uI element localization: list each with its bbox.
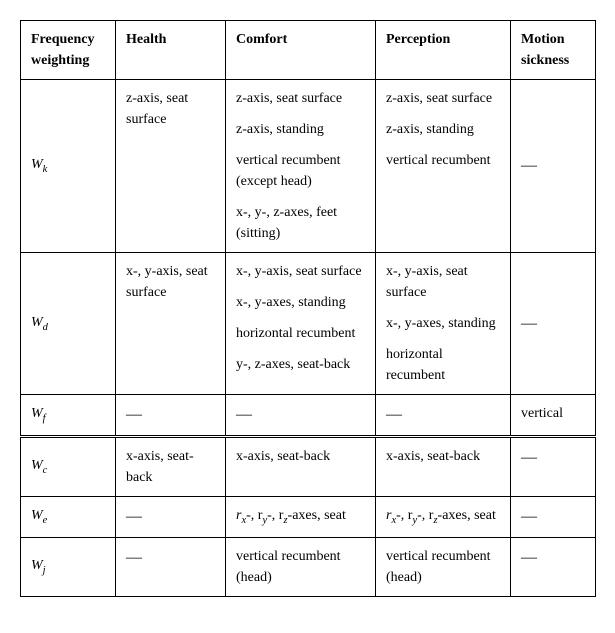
symbol-sub: c: [43, 465, 48, 476]
symbol-sub: e: [43, 515, 48, 526]
weighting-label-wj: Wj: [21, 538, 116, 597]
cell-text: —: [521, 449, 537, 466]
symbol-main: W: [31, 558, 43, 573]
wj-perception: vertical recumbent (head): [376, 538, 511, 597]
wj-health: —: [116, 538, 226, 597]
table-header-row: Frequency weighting Health Comfort Perce…: [21, 21, 596, 80]
symbol-main: W: [31, 315, 43, 330]
wc-health: x-axis, seat-back: [116, 437, 226, 497]
cell-text: x-, y-axes, standing: [236, 292, 365, 313]
wj-comfort: vertical recumbent (head): [226, 538, 376, 597]
wc-motion: —: [511, 437, 596, 497]
wd-motion: —: [511, 253, 596, 395]
wf-comfort: —: [226, 395, 376, 437]
symbol-main: W: [31, 406, 43, 421]
weighting-label-wf: Wf: [21, 395, 116, 437]
symbol-sub: j: [43, 565, 46, 576]
cell-text: x-, y-axis, seat surface: [126, 261, 215, 303]
weighting-label-wk: Wk: [21, 80, 116, 253]
table-row: Wf — — — vertical: [21, 395, 596, 437]
cell-text: x-axis, seat-back: [126, 449, 194, 485]
cell-text: vertical recumbent: [386, 150, 500, 171]
header-health: Health: [116, 21, 226, 80]
cell-text: x-, y-axis, seat surface: [236, 261, 365, 282]
cell-text: -axes, seat: [288, 508, 346, 523]
cell-text: horizontal recumbent: [236, 323, 365, 344]
cell-text: -axes, seat: [438, 508, 496, 523]
cell-text: vertical recumbent (head): [386, 549, 491, 585]
cell-text: -, r: [396, 508, 412, 523]
table-row: Wc x-axis, seat-back x-axis, seat-back x…: [21, 437, 596, 497]
cell-text: x-, y-, z-axes, feet (sitting): [236, 202, 365, 244]
cell-text: —: [521, 549, 537, 566]
symbol-sub: k: [43, 164, 48, 175]
cell-text: x-, y-axes, standing: [386, 313, 500, 334]
table-row: We — rx-, ry-, rz-axes, seat rx-, ry-, r…: [21, 497, 596, 538]
cell-text: —: [521, 157, 537, 174]
wd-perception: x-, y-axis, seat surface x-, y-axes, sta…: [376, 253, 511, 395]
cell-text: z-axis, seat surface: [386, 88, 500, 109]
we-perception: rx-, ry-, rz-axes, seat: [376, 497, 511, 538]
wk-comfort: z-axis, seat surface z-axis, standing ve…: [226, 80, 376, 253]
cell-text: x-axis, seat-back: [386, 449, 480, 464]
frequency-weighting-table: Frequency weighting Health Comfort Perce…: [20, 20, 596, 597]
symbol-main: W: [31, 458, 43, 473]
cell-text: —: [236, 406, 252, 423]
table-row: Wd x-, y-axis, seat surface x-, y-axis, …: [21, 253, 596, 395]
cell-text: x-axis, seat-back: [236, 449, 330, 464]
cell-text: —: [521, 315, 537, 332]
header-comfort: Comfort: [226, 21, 376, 80]
cell-text: y-, z-axes, seat-back: [236, 354, 365, 375]
wf-perception: —: [376, 395, 511, 437]
cell-text: x-, y-axis, seat surface: [386, 261, 500, 303]
wd-comfort: x-, y-axis, seat surface x-, y-axes, sta…: [226, 253, 376, 395]
we-comfort: rx-, ry-, rz-axes, seat: [226, 497, 376, 538]
cell-text: vertical recumbent (head): [236, 549, 341, 585]
cell-text: -, r: [246, 508, 262, 523]
we-motion: —: [511, 497, 596, 538]
wf-health: —: [116, 395, 226, 437]
wf-motion: vertical: [511, 395, 596, 437]
weighting-label-wd: Wd: [21, 253, 116, 395]
wj-motion: —: [511, 538, 596, 597]
table-row: Wk z-axis, seat surface z-axis, seat sur…: [21, 80, 596, 253]
cell-text: z-axis, seat surface: [126, 88, 215, 130]
wc-perception: x-axis, seat-back: [376, 437, 511, 497]
cell-text: —: [386, 406, 402, 423]
cell-text: z-axis, seat surface: [236, 88, 365, 109]
wk-motion: —: [511, 80, 596, 253]
weighting-label-we: We: [21, 497, 116, 538]
wd-health: x-, y-axis, seat surface: [116, 253, 226, 395]
cell-text: -, r: [267, 508, 283, 523]
cell-text: —: [126, 406, 142, 423]
cell-text: horizontal recumbent: [386, 344, 500, 386]
cell-text: z-axis, standing: [236, 119, 365, 140]
table-row: Wj — vertical recumbent (head) vertical …: [21, 538, 596, 597]
header-motion: Motion sickness: [511, 21, 596, 80]
we-health: —: [116, 497, 226, 538]
wc-comfort: x-axis, seat-back: [226, 437, 376, 497]
cell-text: z-axis, standing: [386, 119, 500, 140]
header-perception: Perception: [376, 21, 511, 80]
cell-text: —: [126, 549, 142, 566]
cell-text: -, r: [417, 508, 433, 523]
cell-text: vertical recumbent (except head): [236, 150, 365, 192]
symbol-sub: f: [43, 413, 46, 424]
cell-text: —: [126, 508, 142, 525]
wk-perception: z-axis, seat surface z-axis, standing ve…: [376, 80, 511, 253]
cell-text: —: [521, 508, 537, 525]
symbol-main: W: [31, 508, 43, 523]
cell-text: vertical: [521, 406, 563, 421]
wk-health: z-axis, seat surface: [116, 80, 226, 253]
symbol-sub: d: [43, 322, 48, 333]
header-frequency: Frequency weighting: [21, 21, 116, 80]
symbol-main: W: [31, 157, 43, 172]
weighting-label-wc: Wc: [21, 437, 116, 497]
